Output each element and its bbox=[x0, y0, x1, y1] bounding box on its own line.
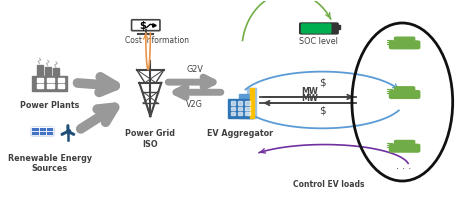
Bar bbox=[37, 84, 43, 88]
Bar bbox=[238, 107, 242, 110]
Bar bbox=[45, 67, 51, 77]
Bar bbox=[37, 78, 43, 82]
Bar bbox=[245, 101, 250, 105]
Bar bbox=[31, 127, 53, 135]
FancyBboxPatch shape bbox=[132, 20, 160, 31]
Bar bbox=[238, 112, 242, 115]
Bar bbox=[47, 84, 54, 88]
Bar bbox=[239, 94, 253, 118]
Text: MW: MW bbox=[301, 94, 318, 103]
Text: MW: MW bbox=[301, 87, 318, 96]
Text: G2V: G2V bbox=[186, 65, 203, 74]
Text: Cost information: Cost information bbox=[125, 35, 189, 44]
FancyBboxPatch shape bbox=[300, 23, 338, 34]
Text: SOC level: SOC level bbox=[300, 37, 338, 46]
Bar bbox=[37, 64, 43, 77]
Bar bbox=[53, 68, 59, 77]
Bar bbox=[230, 112, 235, 115]
Text: EV Aggregator: EV Aggregator bbox=[207, 129, 273, 138]
Bar bbox=[230, 101, 235, 105]
Bar bbox=[230, 107, 235, 110]
Bar bbox=[245, 112, 250, 115]
Text: Power Plants: Power Plants bbox=[20, 101, 79, 110]
Text: Control EV loads: Control EV loads bbox=[293, 180, 365, 189]
Text: Power Grid
ISO: Power Grid ISO bbox=[125, 129, 175, 149]
FancyBboxPatch shape bbox=[390, 41, 419, 49]
FancyBboxPatch shape bbox=[301, 24, 331, 33]
Bar bbox=[58, 84, 64, 88]
Text: V2G: V2G bbox=[186, 100, 203, 109]
Text: $: $ bbox=[140, 21, 146, 31]
FancyBboxPatch shape bbox=[390, 144, 419, 152]
FancyBboxPatch shape bbox=[394, 141, 415, 146]
Bar bbox=[228, 99, 254, 118]
Bar bbox=[31, 127, 53, 135]
Text: $: $ bbox=[319, 78, 326, 88]
Bar bbox=[337, 25, 339, 29]
FancyBboxPatch shape bbox=[390, 91, 419, 98]
Bar bbox=[32, 76, 67, 91]
FancyBboxPatch shape bbox=[394, 87, 415, 92]
Bar bbox=[250, 88, 254, 118]
Bar bbox=[245, 107, 250, 110]
Text: Renewable Energy
Sources: Renewable Energy Sources bbox=[8, 154, 91, 173]
Bar bbox=[47, 78, 54, 82]
Text: · · ·: · · · bbox=[396, 164, 411, 174]
Bar bbox=[58, 78, 64, 82]
Text: $: $ bbox=[319, 105, 326, 115]
Bar bbox=[246, 88, 255, 118]
FancyBboxPatch shape bbox=[394, 37, 415, 43]
Bar bbox=[238, 101, 242, 105]
